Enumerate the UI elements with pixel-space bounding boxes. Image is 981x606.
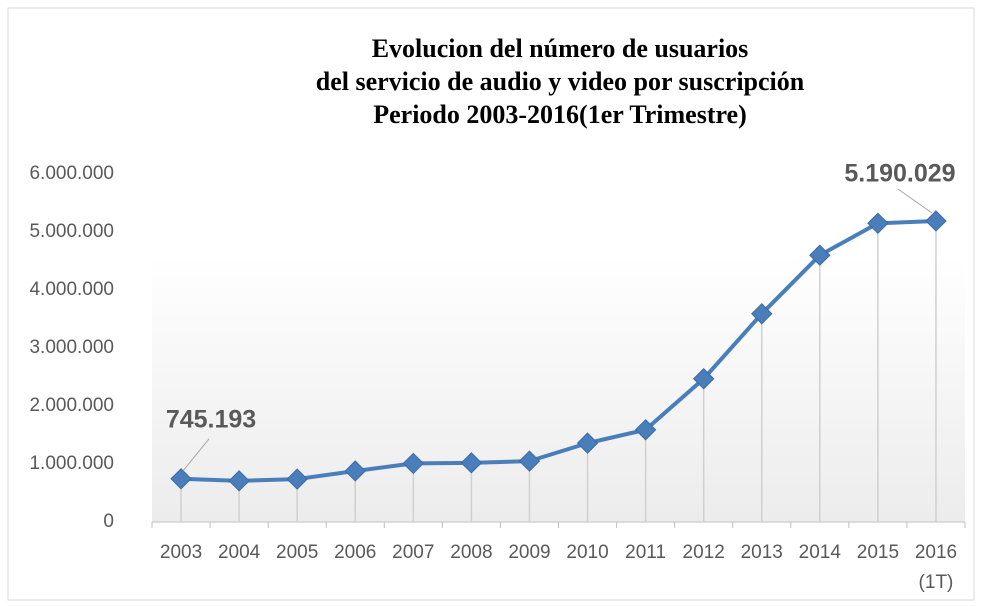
data-label: 745.193 xyxy=(166,405,256,433)
label-leader xyxy=(897,188,933,214)
x-tick-label: 2013 xyxy=(741,542,783,563)
marker xyxy=(809,244,831,266)
marker xyxy=(518,450,541,472)
x-tick-label: 2014 xyxy=(799,542,842,563)
data-label: 5.190.029 xyxy=(844,160,955,188)
x-tick-label: 2005 xyxy=(276,542,318,563)
x-tick-label: 2011 xyxy=(625,542,666,563)
y-tick-label: 4.000.000 xyxy=(29,279,114,300)
x-tick-label: 2016 (1T) xyxy=(915,542,957,593)
chart-title: del servicio de audio y video por suscri… xyxy=(316,67,805,96)
marker xyxy=(286,468,308,490)
y-tick-label: 0 xyxy=(103,511,114,532)
marker xyxy=(867,212,889,235)
marker xyxy=(344,460,366,482)
marker xyxy=(751,303,773,325)
y-tick-label: 3.000.000 xyxy=(29,337,114,358)
plot-background xyxy=(152,255,965,522)
chart-title: Evolucion del número de usuarios xyxy=(372,34,749,63)
x-tick-label: 2010 xyxy=(566,542,608,563)
x-tick-label: 2004 xyxy=(218,542,261,563)
label-leader xyxy=(182,438,210,472)
marker xyxy=(170,468,192,490)
y-tick-label: 2.000.000 xyxy=(29,395,114,416)
y-tick-label: 5.000.000 xyxy=(29,221,114,242)
marker xyxy=(576,432,599,454)
marker xyxy=(692,368,715,390)
y-tick-label: 6.000.000 xyxy=(29,163,114,184)
x-tick-label: 2015 xyxy=(857,542,899,563)
x-tick-label: 2012 xyxy=(683,542,725,563)
marker xyxy=(402,452,425,475)
marker xyxy=(634,419,657,441)
y-tick-label: 1.000.000 xyxy=(29,453,114,474)
line xyxy=(180,218,937,483)
marker xyxy=(460,452,483,474)
x-tick-label: 2006 xyxy=(334,542,376,563)
x-tick-label: 2008 xyxy=(450,542,492,563)
x-tick-label: 2007 xyxy=(392,542,434,563)
marker xyxy=(925,210,947,232)
chart-title: Periodo 2003-2016(1er Trimestre) xyxy=(373,100,747,129)
x-tick-label: 2009 xyxy=(508,542,550,563)
x-tick-label: 2003 xyxy=(160,542,202,563)
marker xyxy=(228,470,250,492)
